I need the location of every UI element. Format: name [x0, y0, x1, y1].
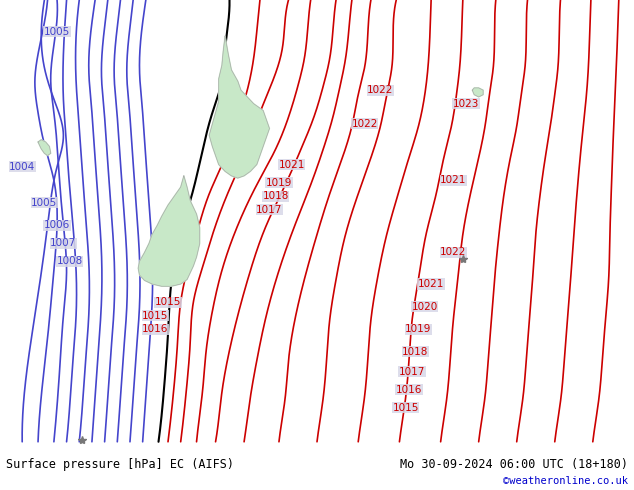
Text: 1020: 1020	[411, 301, 438, 312]
Polygon shape	[209, 36, 269, 178]
Text: 1021: 1021	[418, 279, 444, 289]
Text: 1023: 1023	[453, 98, 479, 109]
Text: 1022: 1022	[440, 247, 467, 257]
Polygon shape	[138, 176, 200, 286]
Text: 1015: 1015	[155, 297, 181, 307]
Text: 1017: 1017	[256, 205, 283, 215]
Text: ©weatheronline.co.uk: ©weatheronline.co.uk	[503, 476, 628, 486]
Polygon shape	[472, 88, 483, 97]
Text: 1004: 1004	[9, 162, 36, 172]
Text: 1016: 1016	[396, 385, 422, 395]
Text: 1018: 1018	[262, 191, 289, 201]
Text: 1005: 1005	[31, 198, 58, 208]
Text: 1022: 1022	[351, 119, 378, 129]
Text: Mo 30-09-2024 06:00 UTC (18+180): Mo 30-09-2024 06:00 UTC (18+180)	[399, 458, 628, 471]
Text: 1019: 1019	[405, 324, 432, 334]
Text: 1006: 1006	[44, 220, 70, 230]
Text: 1017: 1017	[399, 367, 425, 377]
Text: 1007: 1007	[50, 239, 77, 248]
Text: 1018: 1018	[402, 346, 429, 357]
Text: 1021: 1021	[440, 175, 467, 185]
Text: 1005: 1005	[44, 26, 70, 37]
Text: 1015: 1015	[392, 403, 419, 413]
Text: 1008: 1008	[56, 256, 83, 267]
Text: 1022: 1022	[367, 85, 394, 95]
Text: 1021: 1021	[278, 160, 305, 170]
Text: 1015: 1015	[142, 311, 169, 320]
Text: 1016: 1016	[142, 324, 169, 334]
Text: Surface pressure [hPa] EC (AIFS): Surface pressure [hPa] EC (AIFS)	[6, 458, 235, 471]
Polygon shape	[38, 140, 51, 155]
Text: 1019: 1019	[266, 177, 292, 188]
